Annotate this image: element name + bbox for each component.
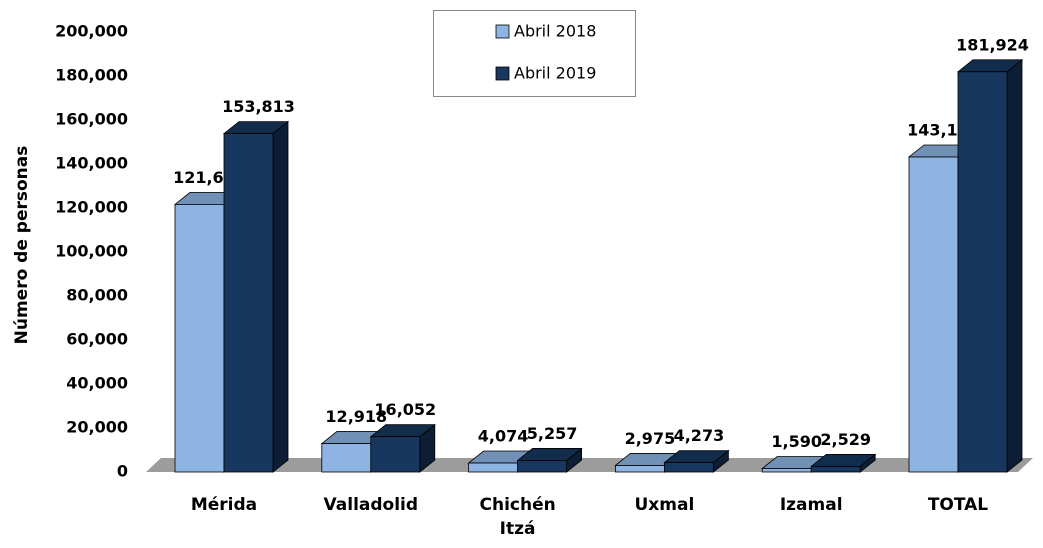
bar <box>957 71 1008 473</box>
legend-swatch <box>495 24 510 39</box>
y-tick-label: 0 <box>117 462 128 481</box>
bar <box>615 465 665 473</box>
x-tick-label: Mérida <box>190 495 258 515</box>
data-label: 1,590 <box>771 432 822 451</box>
y-tick-label: 160,000 <box>55 110 128 129</box>
x-tick-label: Izamal <box>779 495 843 515</box>
y-tick-label: 40,000 <box>66 374 128 393</box>
bar-side <box>1006 58 1023 473</box>
bar <box>908 156 959 473</box>
x-tick-label: Valladolid <box>323 495 419 515</box>
bar <box>761 468 812 473</box>
bar <box>321 443 372 473</box>
data-label: 4,074 <box>478 427 529 446</box>
data-label: 16,052 <box>374 400 436 419</box>
bar <box>174 204 225 473</box>
y-tick-label: 100,000 <box>55 242 128 261</box>
bar <box>468 462 519 473</box>
y-tick-label: 120,000 <box>55 198 128 217</box>
y-tick-label: 80,000 <box>66 286 128 305</box>
y-tick-label: 180,000 <box>55 66 128 85</box>
x-tick-label: Uxmal <box>634 495 695 515</box>
bar <box>664 462 714 473</box>
data-label: 181,924 <box>956 35 1029 54</box>
x-tick-label: Chichén Itzá <box>479 495 556 539</box>
legend-label: Abril 2018 <box>514 22 596 41</box>
legend-box <box>433 10 636 97</box>
y-tick-label: 200,000 <box>55 22 128 41</box>
y-tick-label: 20,000 <box>66 418 128 437</box>
legend-label: Abril 2019 <box>514 64 596 83</box>
y-tick-label: 140,000 <box>55 154 128 173</box>
data-label: 153,813 <box>222 97 295 116</box>
bar <box>810 466 861 473</box>
bar <box>223 133 274 473</box>
y-axis-label: Número de personas <box>12 146 32 345</box>
data-label: 4,273 <box>674 426 725 445</box>
bar-side <box>272 120 289 473</box>
data-label: 12,918 <box>325 407 387 426</box>
y-tick-label: 60,000 <box>66 330 128 349</box>
data-label: 5,257 <box>527 424 578 443</box>
bar <box>517 460 567 473</box>
data-label: 2,529 <box>820 430 871 449</box>
data-label: 2,975 <box>625 429 676 448</box>
legend-swatch <box>495 66 510 81</box>
x-tick-label: TOTAL <box>927 495 989 515</box>
bar <box>370 436 421 473</box>
